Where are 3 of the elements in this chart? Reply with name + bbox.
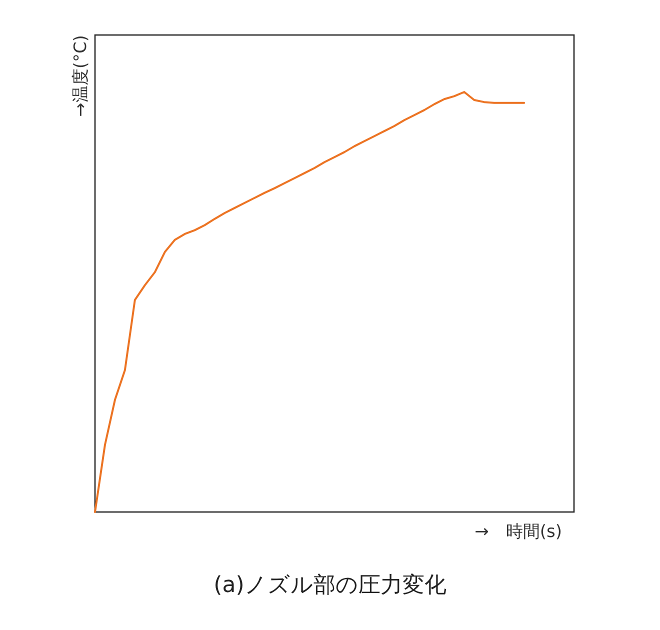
text: (a)ノズル部の圧力変化 bbox=[214, 573, 446, 598]
y-axis-title: →温度(°C) bbox=[71, 35, 91, 117]
x-axis-title: → 時間(s) bbox=[474, 522, 562, 542]
